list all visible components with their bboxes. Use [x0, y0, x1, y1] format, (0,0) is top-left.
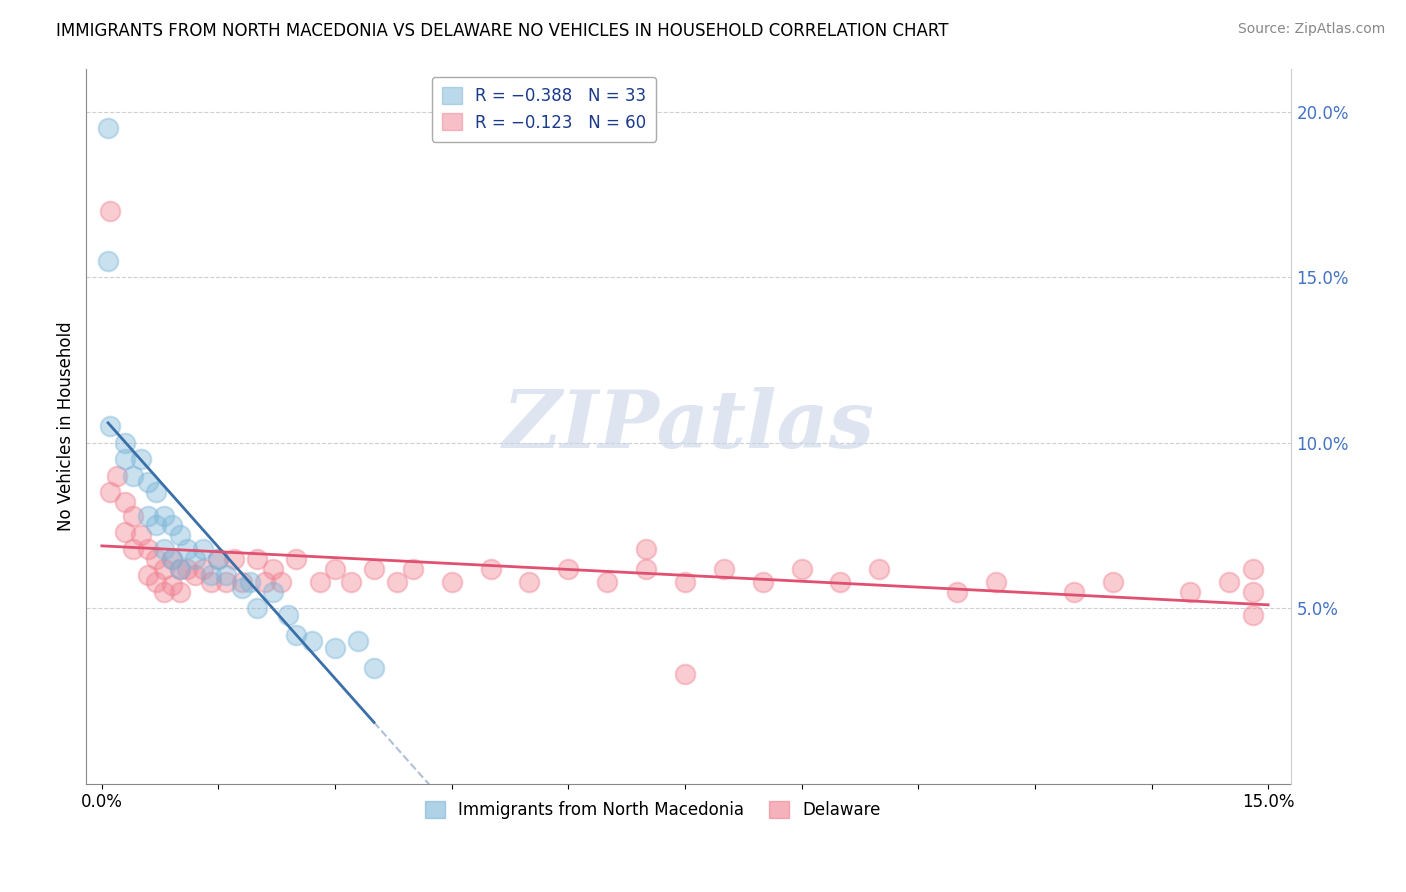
Immigrants from North Macedonia [184, 551, 207, 566]
Immigrants from North Macedonia [231, 582, 253, 596]
Delaware [479, 561, 502, 575]
Delaware [946, 584, 969, 599]
Immigrants from North Macedonia [153, 541, 176, 556]
Delaware [1241, 584, 1264, 599]
Delaware [1101, 574, 1123, 589]
Delaware [160, 578, 183, 592]
Text: Source: ZipAtlas.com: Source: ZipAtlas.com [1237, 22, 1385, 37]
Immigrants from North Macedonia [262, 584, 284, 599]
Delaware [169, 561, 191, 575]
Delaware [1063, 584, 1085, 599]
Delaware [153, 584, 176, 599]
Delaware [1218, 574, 1240, 589]
Immigrants from North Macedonia [169, 561, 191, 575]
Delaware [713, 561, 735, 575]
Delaware [387, 574, 409, 589]
Immigrants from North Macedonia [215, 568, 238, 582]
Immigrants from North Macedonia [363, 661, 385, 675]
Delaware [984, 574, 1007, 589]
Immigrants from North Macedonia [239, 574, 262, 589]
Delaware [636, 541, 658, 556]
Delaware [215, 574, 238, 589]
Delaware [790, 561, 813, 575]
Immigrants from North Macedonia [160, 551, 183, 566]
Delaware [114, 525, 136, 540]
Immigrants from North Macedonia [169, 528, 191, 542]
Delaware [363, 561, 385, 575]
Immigrants from North Macedonia [138, 475, 160, 490]
Delaware [262, 561, 284, 575]
Immigrants from North Macedonia [246, 601, 269, 615]
Delaware [207, 551, 229, 566]
Delaware [138, 541, 160, 556]
Delaware [285, 551, 308, 566]
Delaware [169, 584, 191, 599]
Delaware [231, 574, 253, 589]
Delaware [98, 203, 121, 218]
Delaware [191, 561, 214, 575]
Immigrants from North Macedonia [97, 253, 120, 268]
Legend: Immigrants from North Macedonia, Delaware: Immigrants from North Macedonia, Delawar… [418, 794, 887, 825]
Immigrants from North Macedonia [323, 640, 346, 655]
Delaware [673, 574, 696, 589]
Delaware [138, 568, 160, 582]
Immigrants from North Macedonia [160, 518, 183, 533]
Immigrants from North Macedonia [138, 508, 160, 523]
Immigrants from North Macedonia [191, 541, 214, 556]
Delaware [557, 561, 579, 575]
Delaware [254, 574, 277, 589]
Delaware [105, 468, 128, 483]
Immigrants from North Macedonia [129, 452, 152, 467]
Delaware [323, 561, 346, 575]
Immigrants from North Macedonia [301, 634, 323, 648]
Delaware [145, 551, 167, 566]
Delaware [200, 574, 222, 589]
Immigrants from North Macedonia [207, 551, 229, 566]
Delaware [98, 485, 121, 500]
Immigrants from North Macedonia [153, 508, 176, 523]
Immigrants from North Macedonia [277, 607, 299, 622]
Delaware [751, 574, 773, 589]
Delaware [222, 551, 245, 566]
Delaware [308, 574, 330, 589]
Delaware [184, 568, 207, 582]
Delaware [122, 508, 145, 523]
Delaware [1180, 584, 1202, 599]
Immigrants from North Macedonia [176, 541, 198, 556]
Immigrants from North Macedonia [200, 568, 222, 582]
Delaware [153, 561, 176, 575]
Immigrants from North Macedonia [122, 468, 145, 483]
Delaware [636, 561, 658, 575]
Delaware [1241, 561, 1264, 575]
Delaware [402, 561, 425, 575]
Immigrants from North Macedonia [347, 634, 370, 648]
Text: ZIPatlas: ZIPatlas [503, 387, 875, 465]
Immigrants from North Macedonia [98, 419, 121, 434]
Delaware [339, 574, 361, 589]
Immigrants from North Macedonia [97, 121, 120, 136]
Delaware [596, 574, 619, 589]
Delaware [270, 574, 292, 589]
Delaware [176, 561, 198, 575]
Immigrants from North Macedonia [114, 435, 136, 450]
Delaware [129, 528, 152, 542]
Immigrants from North Macedonia [285, 628, 308, 642]
Delaware [519, 574, 541, 589]
Delaware [673, 667, 696, 681]
Delaware [122, 541, 145, 556]
Delaware [246, 551, 269, 566]
Y-axis label: No Vehicles in Household: No Vehicles in Household [58, 321, 75, 531]
Delaware [160, 551, 183, 566]
Immigrants from North Macedonia [145, 485, 167, 500]
Immigrants from North Macedonia [145, 518, 167, 533]
Delaware [114, 495, 136, 509]
Delaware [868, 561, 890, 575]
Immigrants from North Macedonia [114, 452, 136, 467]
Delaware [440, 574, 463, 589]
Delaware [1241, 607, 1264, 622]
Delaware [830, 574, 852, 589]
Delaware [145, 574, 167, 589]
Text: IMMIGRANTS FROM NORTH MACEDONIA VS DELAWARE NO VEHICLES IN HOUSEHOLD CORRELATION: IMMIGRANTS FROM NORTH MACEDONIA VS DELAW… [56, 22, 949, 40]
